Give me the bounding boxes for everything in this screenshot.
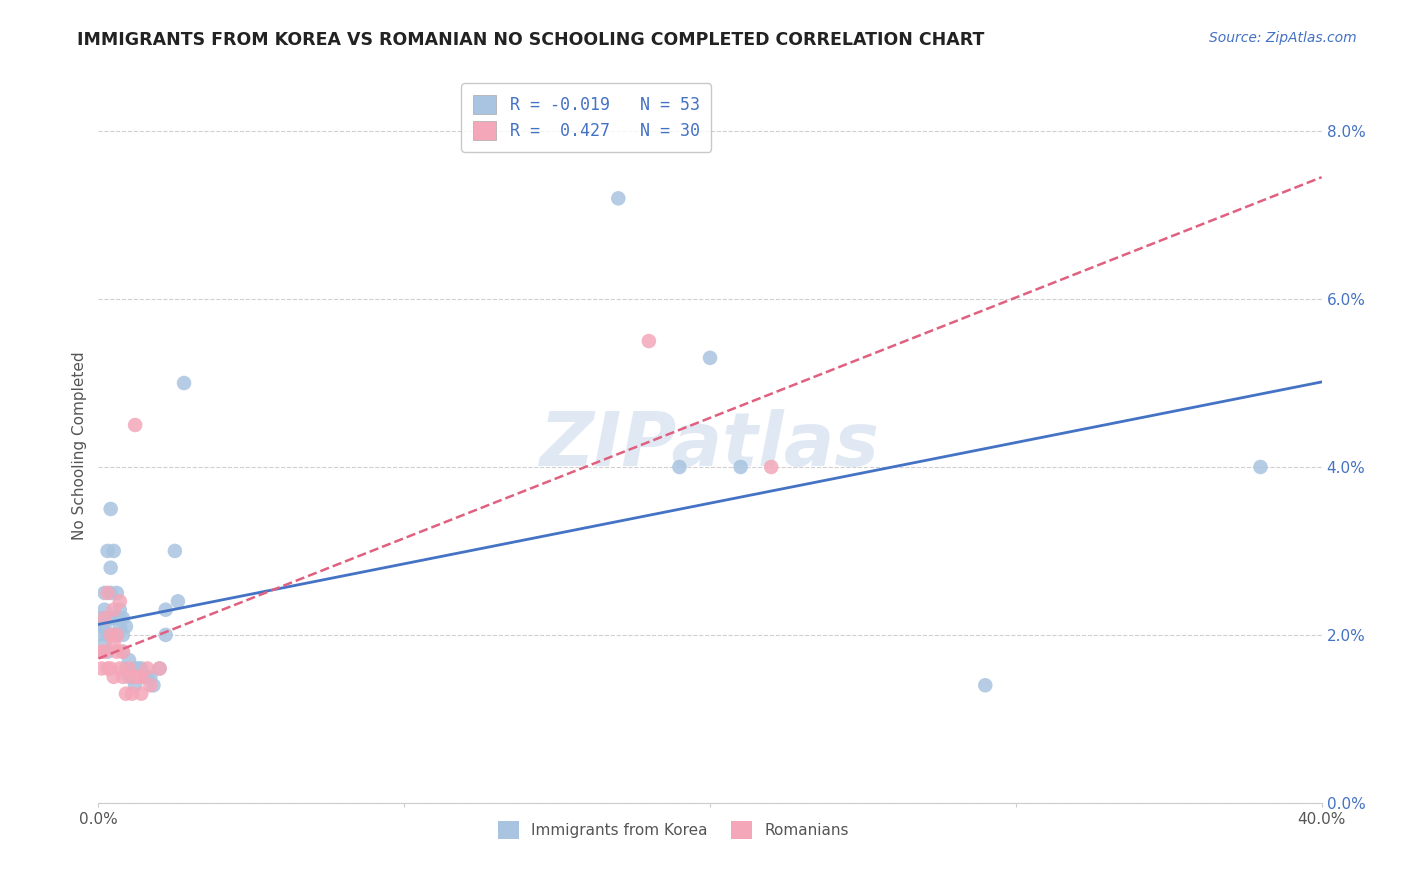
- Point: [100, 586, 122, 600]
- Point: [90, 611, 112, 625]
- Point: [127, 670, 149, 684]
- Point: [93, 603, 115, 617]
- Point: [124, 417, 146, 432]
- Point: [124, 678, 146, 692]
- Point: [115, 661, 138, 675]
- Point: [105, 628, 128, 642]
- Point: [118, 670, 141, 684]
- Y-axis label: No Schooling Completed: No Schooling Completed: [72, 351, 87, 541]
- Point: [100, 502, 122, 516]
- Point: [93, 586, 115, 600]
- Point: [93, 611, 115, 625]
- Point: [105, 586, 128, 600]
- Point: [155, 628, 177, 642]
- Point: [139, 678, 162, 692]
- Point: [111, 670, 134, 684]
- Point: [90, 619, 112, 633]
- Point: [87, 628, 110, 642]
- Point: [129, 670, 152, 684]
- Point: [121, 670, 143, 684]
- Point: [103, 636, 125, 650]
- Point: [149, 661, 172, 675]
- Point: [139, 670, 162, 684]
- Point: [100, 560, 122, 574]
- Point: [108, 603, 131, 617]
- Point: [97, 645, 120, 659]
- Point: [108, 594, 131, 608]
- Point: [111, 611, 134, 625]
- Text: IMMIGRANTS FROM KOREA VS ROMANIAN NO SCHOOLING COMPLETED CORRELATION CHART: IMMIGRANTS FROM KOREA VS ROMANIAN NO SCH…: [77, 31, 984, 49]
- Point: [108, 619, 131, 633]
- Point: [115, 619, 138, 633]
- Point: [97, 661, 120, 675]
- Point: [100, 628, 122, 642]
- Point: [105, 611, 128, 625]
- Point: [97, 611, 120, 625]
- Point: [93, 636, 115, 650]
- Point: [97, 586, 120, 600]
- Point: [974, 678, 997, 692]
- Point: [115, 687, 138, 701]
- Point: [668, 460, 690, 475]
- Point: [103, 603, 125, 617]
- Point: [118, 653, 141, 667]
- Point: [149, 661, 172, 675]
- Point: [97, 628, 120, 642]
- Point: [1249, 460, 1271, 475]
- Point: [127, 661, 149, 675]
- Point: [108, 661, 131, 675]
- Point: [100, 661, 122, 675]
- Point: [759, 460, 782, 475]
- Point: [155, 603, 177, 617]
- Point: [118, 661, 141, 675]
- Point: [103, 611, 125, 625]
- Point: [93, 619, 115, 633]
- Point: [129, 661, 152, 675]
- Legend: Immigrants from Korea, Romanians: Immigrants from Korea, Romanians: [492, 815, 855, 845]
- Text: Source: ZipAtlas.com: Source: ZipAtlas.com: [1209, 31, 1357, 45]
- Point: [111, 645, 134, 659]
- Point: [105, 645, 128, 659]
- Point: [124, 661, 146, 675]
- Point: [173, 376, 195, 390]
- Point: [730, 460, 752, 475]
- Point: [93, 645, 115, 659]
- Point: [607, 191, 630, 205]
- Point: [129, 687, 152, 701]
- Point: [108, 611, 131, 625]
- Text: ZIPatlas: ZIPatlas: [540, 409, 880, 483]
- Point: [699, 351, 721, 365]
- Point: [100, 611, 122, 625]
- Point: [134, 670, 156, 684]
- Point: [111, 628, 134, 642]
- Point: [136, 670, 159, 684]
- Point: [90, 645, 112, 659]
- Point: [163, 544, 186, 558]
- Point: [121, 687, 143, 701]
- Point: [90, 645, 112, 659]
- Point: [97, 544, 120, 558]
- Point: [167, 594, 190, 608]
- Point: [111, 645, 134, 659]
- Point: [121, 670, 143, 684]
- Point: [103, 670, 125, 684]
- Point: [637, 334, 661, 348]
- Point: [90, 661, 112, 675]
- Point: [136, 661, 159, 675]
- Point: [142, 678, 165, 692]
- Point: [105, 628, 128, 642]
- Point: [103, 544, 125, 558]
- Point: [103, 628, 125, 642]
